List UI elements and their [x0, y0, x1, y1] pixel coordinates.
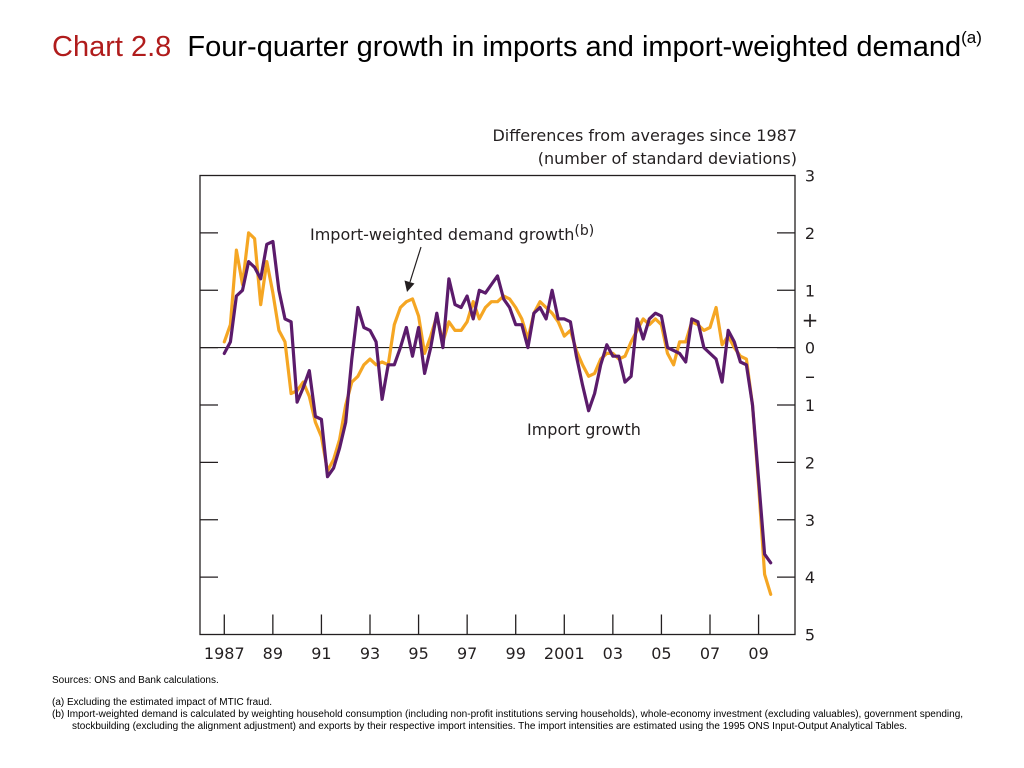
- demand-series-label: Import-weighted demand growth: [310, 225, 574, 244]
- y-tick-label: 4: [805, 568, 815, 587]
- x-tick-label: 07: [700, 644, 720, 663]
- chart: Differences from averages since 1987 (nu…: [199, 126, 819, 663]
- units-label-line1: Differences from averages since 1987: [492, 126, 797, 145]
- chart-title-text: Four-quarter growth in imports and impor…: [187, 31, 962, 63]
- import-growth-line: [222, 231, 773, 596]
- y-tick-label: 2: [805, 224, 815, 243]
- x-tick-label: 99: [506, 644, 526, 663]
- y-tick-label: 2: [805, 453, 815, 472]
- chart-title-footnote-ref: (a): [961, 28, 982, 47]
- plot-frame: [199, 174, 796, 636]
- x-tick-label: 1987: [204, 644, 245, 663]
- chart-title: Chart 2.8 Four-quarter growth in imports…: [52, 26, 1012, 68]
- series-layer: [222, 231, 773, 596]
- footnote-b: (b) Import-weighted demand is calculated…: [52, 709, 964, 732]
- import-series-label: Import growth: [527, 420, 641, 439]
- x-tick-label: 2001: [544, 644, 585, 663]
- x-tick-label: 05: [651, 644, 671, 663]
- x-axis: 1987 89 91 93 95 97 99 2001 03 05 07 09: [204, 614, 769, 663]
- chart-number: Chart 2.8: [52, 31, 172, 63]
- demand-series-label-sup: (b): [574, 223, 594, 239]
- y-tick-label: 1: [805, 396, 815, 415]
- annotation-arrow-shaft: [409, 246, 422, 283]
- x-tick-label: 95: [408, 644, 428, 663]
- x-tick-label: 03: [603, 644, 623, 663]
- y-tick-label: 1: [805, 281, 815, 300]
- x-tick-label: 97: [457, 644, 477, 663]
- demand-series-annotation: Import-weighted demand growth(b): [310, 223, 594, 244]
- y-tick-label: 3: [805, 167, 815, 186]
- x-tick-label: 09: [748, 644, 768, 663]
- minus-sign: –: [805, 364, 815, 388]
- notes: Sources: ONS and Bank calculations. (a) …: [52, 675, 1012, 733]
- y-tick-label: 3: [805, 511, 815, 530]
- sources-note: Sources: ONS and Bank calculations.: [52, 675, 219, 686]
- x-tick-label: 91: [311, 644, 331, 663]
- footnote-a: (a) Excluding the estimated impact of MT…: [52, 697, 273, 708]
- x-tick-label: 93: [360, 644, 380, 663]
- plus-sign: +: [802, 308, 819, 332]
- annotation-arrow-head: [404, 280, 415, 292]
- units-label-line2: (number of standard deviations): [538, 149, 797, 168]
- x-tick-label: 89: [263, 644, 283, 663]
- demand-growth-line: [222, 239, 773, 565]
- y-tick-label: 5: [805, 626, 815, 645]
- y-tick-label: 0: [805, 339, 815, 358]
